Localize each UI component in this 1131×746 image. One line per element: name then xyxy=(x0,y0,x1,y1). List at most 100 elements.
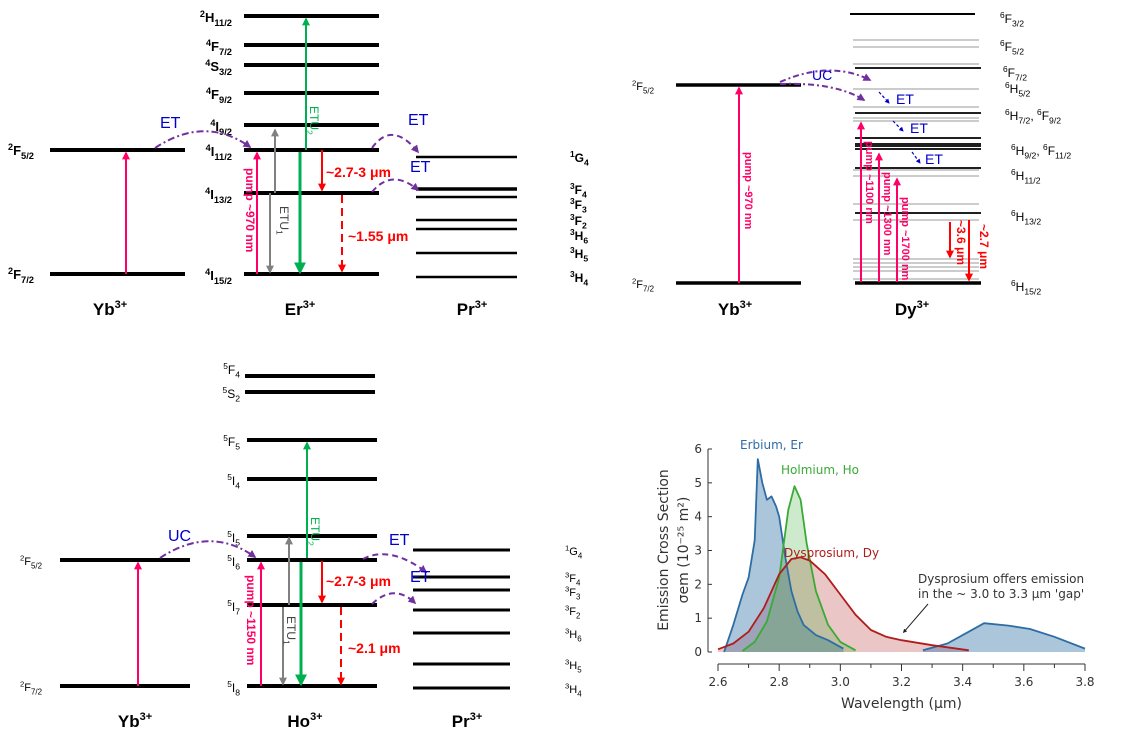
subscript: 5/2 xyxy=(31,561,42,570)
term-symbol-label: 5F4 xyxy=(223,361,240,379)
term-symbol-label: 6F7/2 xyxy=(1003,64,1027,82)
uc-label: UC xyxy=(168,528,191,545)
et-label: ET xyxy=(160,115,181,132)
emission-label: ~3.6 μm xyxy=(954,220,968,265)
x-tick-label: 3.0 xyxy=(831,675,850,689)
term-symbol-label: 4I13/2 xyxy=(205,186,232,205)
term-letter: H xyxy=(1016,280,1025,294)
subscript: 4 xyxy=(577,689,582,698)
y-tick-label: 6 xyxy=(694,442,702,456)
subscript: 1 xyxy=(281,640,291,645)
subscript: 2 xyxy=(305,541,315,546)
et-label: ET xyxy=(408,112,429,129)
etu1-label: ETU1 xyxy=(281,616,298,645)
superscript: 2 xyxy=(8,142,13,152)
subscript: 6 xyxy=(577,634,582,643)
term-letter: I xyxy=(232,681,235,695)
term-symbol-label: 4I11/2 xyxy=(206,143,232,162)
term-symbol-label: 3H5 xyxy=(570,245,588,263)
superscript: 6 xyxy=(1000,38,1005,48)
term-symbol-label: 3F3 xyxy=(570,196,587,214)
term-symbol-label: 2F7/2 xyxy=(8,266,34,285)
ion-species-label: Pr3+ xyxy=(452,711,483,731)
ion-name: Yb xyxy=(718,300,740,319)
superscript: 5 xyxy=(227,679,232,689)
term-symbol-label: 6F3/2 xyxy=(1000,10,1024,28)
subscript: 3/2 xyxy=(1012,19,1024,29)
ion-charge: 3+ xyxy=(303,299,316,311)
dy-pump-wavelength-label: pump ~1300 nm xyxy=(881,172,893,256)
term-symbol-label: 3F3 xyxy=(565,585,581,602)
superscript: 5 xyxy=(227,472,232,482)
series-area-0-0 xyxy=(724,459,844,652)
term-symbol-label: 3F4 xyxy=(570,181,587,199)
superscript: 3 xyxy=(565,627,569,636)
superscript: 1 xyxy=(565,544,569,553)
term-letter: F xyxy=(1005,12,1012,26)
nir-emission-label: ~2.1 μm xyxy=(348,640,401,656)
ion-name: Ho xyxy=(287,712,310,731)
ion-charge: 3+ xyxy=(310,711,323,723)
superscript: 2 xyxy=(632,79,636,88)
series-area-0-1 xyxy=(922,623,1085,652)
term-symbol-label: 3F2 xyxy=(565,604,580,621)
term-symbol-label: 5S2 xyxy=(223,385,241,403)
series-label: Erbium, Er xyxy=(740,438,803,452)
et-label: ET xyxy=(389,532,410,549)
term-letter: I xyxy=(211,144,215,159)
ho-pr-transfer-arrow-2 xyxy=(371,592,417,605)
et-arrow xyxy=(911,151,921,164)
ion-species-label: Yb3+ xyxy=(93,299,127,319)
term-letter: F xyxy=(228,435,235,449)
superscript: 3 xyxy=(565,585,569,594)
superscript: 5 xyxy=(223,385,228,395)
superscript: 1 xyxy=(570,149,575,159)
subscript: 3/2 xyxy=(219,67,232,77)
y-tick-label: 4 xyxy=(694,510,702,524)
nir-emission-label: ~1.55 μm xyxy=(348,228,408,244)
term-symbol-label: 2H11/2 xyxy=(200,9,232,28)
term-letter: F xyxy=(636,81,643,93)
subscript: 15/2 xyxy=(214,276,232,286)
y-axis-label: Emission Cross Section xyxy=(656,469,672,631)
term-symbol-label: 5I7 xyxy=(227,598,240,616)
subscript: 9/2 xyxy=(1024,151,1036,161)
et-label: ET xyxy=(410,569,431,586)
et-label: ET xyxy=(910,120,928,136)
superscript: 4 xyxy=(210,118,216,128)
y-tick-label: 2 xyxy=(694,577,702,591)
term-letter: H xyxy=(205,10,214,25)
term-symbol-label: 4F7/2 xyxy=(206,38,232,57)
superscript: 6 xyxy=(1011,278,1016,288)
ion-charge: 3+ xyxy=(470,711,483,723)
superscript: 3 xyxy=(565,658,569,667)
series-line-1-0 xyxy=(741,485,857,652)
subscript: 6 xyxy=(583,236,588,246)
term-letter: F xyxy=(569,573,576,585)
term-letter: F xyxy=(228,363,235,377)
superscript: 6 xyxy=(1043,142,1048,152)
superscript: 3 xyxy=(570,269,575,279)
superscript: 5 xyxy=(223,433,228,443)
superscript: 6 xyxy=(1000,10,1005,20)
term-letter: F xyxy=(24,556,31,568)
etu2-label: ETU2 xyxy=(305,517,322,546)
term-letter: H xyxy=(575,247,584,261)
dy-pump-wavelength-label: pump ~1700 nm xyxy=(899,197,911,281)
subscript: 7 xyxy=(235,607,240,617)
subscript: 15/2 xyxy=(1024,287,1041,297)
term-letter: ETU xyxy=(284,616,298,640)
term-symbol-label: 3H4 xyxy=(565,682,582,699)
emission-label: ~2.7 μm xyxy=(977,224,991,269)
subscript: 4 xyxy=(235,370,240,380)
subscript: 7/2 xyxy=(21,275,34,285)
uc-arrow-lower xyxy=(779,82,866,101)
er-pr-transfer-arrow-2 xyxy=(371,178,420,193)
y-tick-label: 5 xyxy=(694,476,702,490)
term-letter: G xyxy=(569,546,578,558)
x-tick-label: 3.8 xyxy=(1075,675,1094,689)
er-pr-transfer-arrow-1 xyxy=(371,133,420,154)
subscript: 4 xyxy=(235,481,240,491)
ion-charge: 3+ xyxy=(140,711,153,723)
annotation-arrow xyxy=(902,603,929,633)
